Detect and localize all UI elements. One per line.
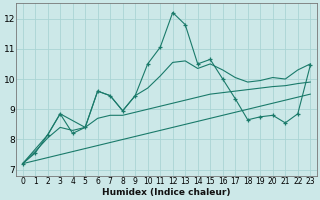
X-axis label: Humidex (Indice chaleur): Humidex (Indice chaleur) bbox=[102, 188, 231, 197]
